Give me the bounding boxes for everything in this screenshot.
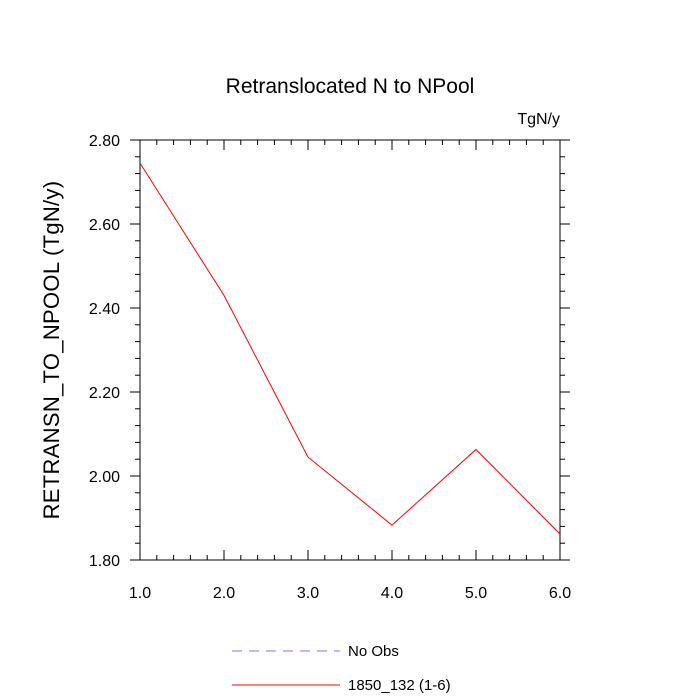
legend-label: 1850_132 (1-6) bbox=[348, 677, 451, 694]
y-tick-label: 1.80 bbox=[89, 553, 120, 570]
units-label: TgN/y bbox=[517, 111, 560, 128]
axis-ticks bbox=[130, 139, 570, 561]
legend: No Obs 1850_132 (1-6) bbox=[232, 643, 451, 694]
plot-frame bbox=[139, 139, 561, 561]
x-tick-label: 5.0 bbox=[465, 585, 487, 602]
x-tick-label: 4.0 bbox=[381, 585, 403, 602]
legend-label: No Obs bbox=[348, 643, 399, 660]
y-tick-label: 2.20 bbox=[89, 385, 120, 402]
series-layer bbox=[140, 162, 560, 535]
y-axis-label: RETRANSN_TO_NPOOL (TgN/y) bbox=[39, 181, 64, 520]
y-tick-label: 2.40 bbox=[89, 301, 120, 318]
x-tick-label: 3.0 bbox=[297, 585, 319, 602]
series-line bbox=[140, 162, 560, 535]
x-tick-label: 2.0 bbox=[213, 585, 235, 602]
chart-title: Retranslocated N to NPool bbox=[226, 75, 475, 98]
x-tick-label: 6.0 bbox=[549, 585, 571, 602]
x-tick-label: 1.0 bbox=[129, 585, 151, 602]
axis-tick-labels: 1.0 2.0 3.0 4.0 5.0 6.0 1.80 2.00 2.20 2.40 2.60 2.… bbox=[89, 133, 571, 602]
y-tick-label: 2.80 bbox=[89, 133, 120, 150]
y-tick-label: 2.00 bbox=[89, 469, 120, 486]
y-tick-label: 2.60 bbox=[89, 217, 120, 234]
